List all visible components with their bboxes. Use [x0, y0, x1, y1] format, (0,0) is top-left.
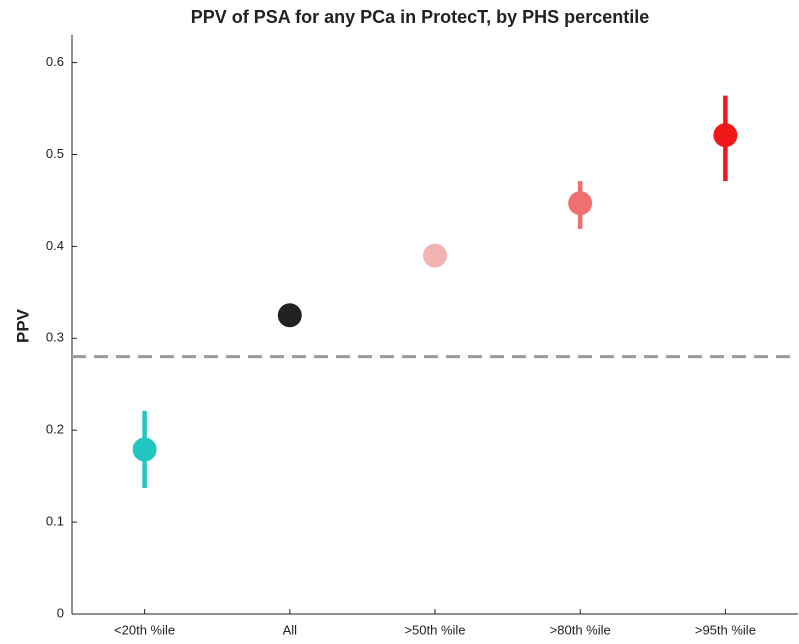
y-tick-label: 0.5 [46, 146, 64, 161]
x-tick-label: >80th %ile [550, 622, 611, 637]
point [277, 303, 302, 328]
x-tick-label: All [283, 622, 298, 637]
x-tick-label: <20th %ile [114, 622, 175, 637]
y-axis-label: PPV [13, 308, 32, 343]
y-tick-label: 0.4 [46, 238, 64, 253]
y-tick-label: 0.6 [46, 54, 64, 69]
point [132, 437, 157, 462]
y-tick-label: 0.2 [46, 422, 64, 437]
y-tick-label: 0.3 [46, 330, 64, 345]
x-tick-label: >50th %ile [404, 622, 465, 637]
point [423, 243, 447, 268]
y-tick-label: 0.1 [46, 514, 64, 529]
point [713, 123, 738, 148]
point [568, 191, 593, 216]
chart-title: PPV of PSA for any PCa in ProtecT, by PH… [191, 7, 649, 27]
x-tick-label: >95th %ile [695, 622, 756, 637]
y-tick-label: 0 [57, 605, 64, 620]
